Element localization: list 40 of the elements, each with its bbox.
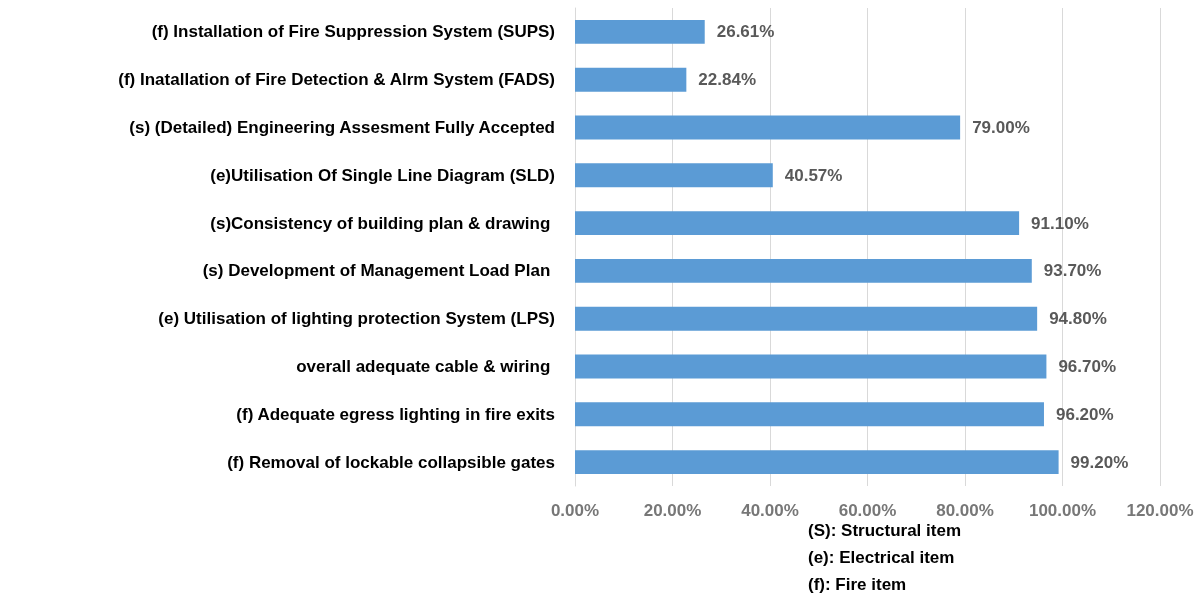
bar [575,163,773,188]
bar [575,402,1044,427]
bar [575,211,1020,236]
data-label: 94.80% [1049,309,1107,329]
y-tick-label: (f) Installation of Fire Suppression System (SUPS) [151,22,555,42]
y-tick-label: (s) (Detailed) Engineering Assesment Fully Accepted [129,118,555,137]
data-label: 99.20% [1070,452,1129,472]
y-tick-label: overall adequate cable & wiring [296,357,555,376]
data-label: 96.20% [1055,404,1114,424]
bar [575,258,1032,283]
x-tick-label: 120.00% [1126,501,1194,520]
x-tick-label: 40.00% [741,501,799,520]
data-label: 96.70% [1058,357,1117,376]
bar [575,115,961,140]
data-label: 79.00% [972,118,1030,137]
data-label: 91.10% [1031,213,1089,233]
data-label: 40.57% [784,165,843,185]
y-tick-label: (s) Development of Management Load Plan [202,261,555,281]
y-tick-label: (f) Inatallation of Fire Detection & Alrm System (FADS) [118,70,555,90]
data-label: 22.84% [698,70,757,90]
data-label: 93.70% [1043,261,1102,281]
y-tick-label: (e)Utilisation Of Single Line Diagram (SLD) [210,165,555,185]
bar [575,67,687,92]
x-tick-label: 60.00% [838,501,897,520]
bar [575,450,1059,475]
bar [575,306,1038,331]
bar [575,19,705,44]
y-tick-label: (f) Adequate egress lighting in fire exits [236,404,555,424]
text: (f): Fire item [808,575,907,594]
bar [575,354,1047,379]
text: (S): Structural item [808,521,962,540]
x-tick-label: 0.00% [550,501,600,520]
y-tick-label: (e) Utilisation of lighting protection System (LPS) [158,309,555,329]
data-label: 26.61% [716,22,775,42]
x-tick-label: 80.00% [936,501,994,520]
text: (e): Electrical item [808,548,955,567]
x-tick-label: 100.00% [1028,501,1097,520]
y-tick-label: (f) Removal of lockable collapsible gates [227,452,555,472]
y-tick-label: (s)Consistency of building plan & drawing [210,213,555,233]
x-tick-label: 20.00% [643,501,702,520]
